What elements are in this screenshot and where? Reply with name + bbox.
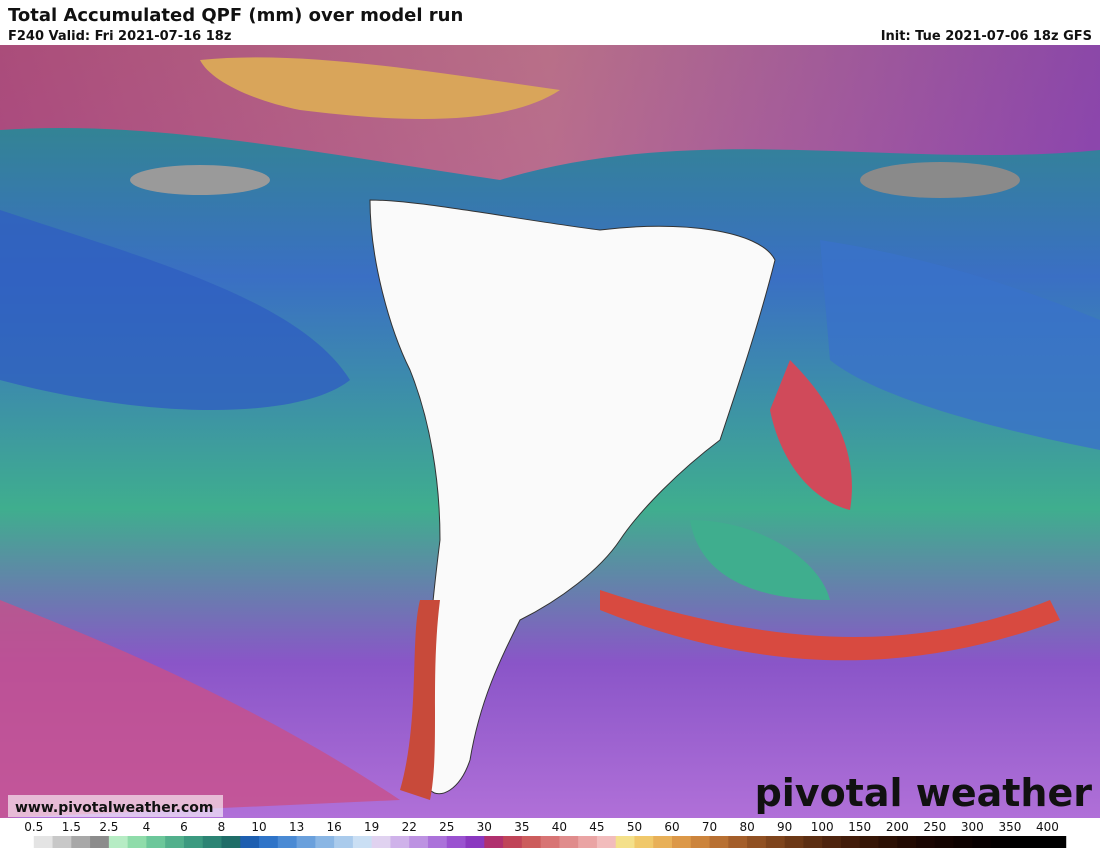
colorbar-cell bbox=[1066, 836, 1086, 848]
colorbar-cell bbox=[221, 836, 241, 848]
colorbar-cell bbox=[1028, 836, 1048, 848]
colorbar-cell bbox=[202, 836, 222, 848]
colorbar-label: 80 bbox=[739, 820, 754, 834]
colorbar-cell bbox=[559, 836, 579, 848]
colorbar-label: 70 bbox=[702, 820, 717, 834]
colorbar-label: 4 bbox=[143, 820, 151, 834]
colorbar-cell bbox=[259, 836, 279, 848]
colorbar-cell bbox=[653, 836, 673, 848]
colorbar-cell bbox=[465, 836, 485, 848]
colorbar-cell bbox=[146, 836, 166, 848]
colorbar-label: 2.5 bbox=[99, 820, 118, 834]
colorbar-label: 1.5 bbox=[62, 820, 81, 834]
colorbar-cell bbox=[672, 836, 692, 848]
colorbar-cell bbox=[90, 836, 110, 848]
title: Total Accumulated QPF (mm) over model ru… bbox=[8, 5, 463, 26]
colorbar-cell bbox=[52, 836, 72, 848]
colorbar-label: 150 bbox=[848, 820, 871, 834]
colorbar-cell bbox=[840, 836, 861, 848]
colorbar-cell bbox=[127, 836, 147, 848]
colorbar-label: 50 bbox=[627, 820, 642, 834]
colorbar-label: 350 bbox=[998, 820, 1021, 834]
colorbar-label: 45 bbox=[589, 820, 604, 834]
colorbar-cell bbox=[1009, 836, 1030, 848]
colorbar-cell bbox=[578, 836, 598, 848]
colorbar-cell bbox=[540, 836, 560, 848]
colorbar-label: 100 bbox=[811, 820, 834, 834]
colorbar-label: 40 bbox=[552, 820, 567, 834]
colorbar-cell bbox=[596, 836, 617, 848]
colorbar-label: 400 bbox=[1036, 820, 1059, 834]
colorbar-cell bbox=[784, 836, 804, 848]
valid-time: F240 Valid: Fri 2021-07-16 18z bbox=[8, 29, 231, 44]
colorbar-cell bbox=[859, 836, 880, 848]
colorbar-label: 6 bbox=[180, 820, 188, 834]
colorbar-label: 25 bbox=[439, 820, 454, 834]
colorbar-cell bbox=[371, 836, 391, 848]
colorbar-cell bbox=[33, 836, 54, 848]
colorbar-cell bbox=[615, 836, 635, 848]
colorbar-cell bbox=[108, 836, 129, 848]
colorbar-cell bbox=[446, 836, 467, 848]
colorbar-label: 90 bbox=[777, 820, 792, 834]
colorbar: 0.5 1.5 2.5 4 6 8 10 13 16 19 22 25 30 35 40 45 50 60 70 80… bbox=[15, 820, 1086, 848]
colorbar-cell bbox=[390, 836, 410, 848]
colorbar-cell bbox=[352, 836, 373, 848]
colorbar-cell bbox=[803, 836, 823, 848]
colorbar-cell bbox=[503, 836, 523, 848]
colorbar-label: 13 bbox=[289, 820, 304, 834]
colorbar-cell bbox=[315, 836, 335, 848]
colorbar-cell bbox=[71, 836, 91, 848]
colorbar-cell bbox=[634, 836, 654, 848]
colorbar-cell bbox=[897, 836, 917, 848]
colorbar-cell bbox=[709, 836, 729, 848]
colorbar-cell bbox=[878, 836, 898, 848]
colorbar-cell bbox=[334, 836, 354, 848]
colorbar-cell bbox=[15, 836, 35, 848]
colorbar-cell bbox=[934, 836, 955, 848]
colorbar-cell bbox=[916, 836, 936, 848]
colorbar-cell bbox=[183, 836, 204, 848]
colorbar-cell bbox=[747, 836, 767, 848]
map bbox=[0, 45, 1100, 818]
colorbar-cell bbox=[521, 836, 542, 848]
colorbar-label: 300 bbox=[961, 820, 984, 834]
colorbar-cell bbox=[991, 836, 1011, 848]
colorbar-label: 0.5 bbox=[24, 820, 43, 834]
colorbar-cell bbox=[409, 836, 429, 848]
colorbar-label: 19 bbox=[364, 820, 379, 834]
colorbar-cell bbox=[822, 836, 842, 848]
colorbar-label: 16 bbox=[326, 820, 341, 834]
colorbar-label: 8 bbox=[218, 820, 226, 834]
colorbar-cell bbox=[427, 836, 448, 848]
colorbar-cell bbox=[765, 836, 786, 848]
colorbar-cell bbox=[953, 836, 973, 848]
website: www.pivotalweather.com bbox=[15, 800, 214, 816]
colorbar-cell bbox=[690, 836, 711, 848]
colorbar-cell bbox=[972, 836, 992, 848]
colorbar-label: 60 bbox=[664, 820, 679, 834]
colorbar-cell bbox=[165, 836, 185, 848]
colorbar-cell bbox=[296, 836, 316, 848]
colorbar-label: 35 bbox=[514, 820, 529, 834]
colorbar-cell bbox=[240, 836, 260, 848]
colorbar-label: 200 bbox=[886, 820, 909, 834]
init-time: Init: Tue 2021-07-06 18z GFS bbox=[881, 29, 1092, 44]
colorbar-label: 22 bbox=[402, 820, 417, 834]
colorbar-label: 10 bbox=[251, 820, 266, 834]
colorbar-cell bbox=[728, 836, 748, 848]
colorbar-cell bbox=[484, 836, 504, 848]
colorbar-cell bbox=[1047, 836, 1067, 848]
colorbar-label: 250 bbox=[923, 820, 946, 834]
colorbar-cell bbox=[277, 836, 298, 848]
logo: pivotal weather bbox=[755, 771, 1093, 815]
colorbar-label: 30 bbox=[477, 820, 492, 834]
